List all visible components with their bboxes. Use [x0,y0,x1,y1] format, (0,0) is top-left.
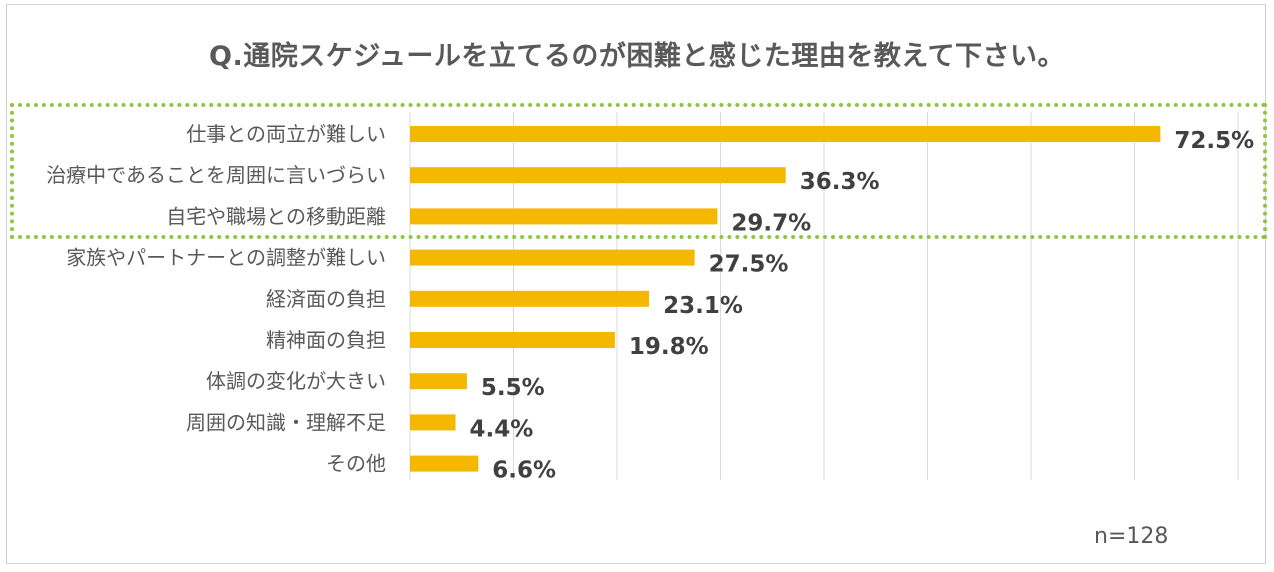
value-label: 19.8% [629,334,709,360]
value-label: 29.7% [731,210,811,236]
value-label: 72.5% [1174,128,1254,154]
bar [410,290,650,307]
bar [410,167,786,184]
value-label: 4.4% [470,416,534,442]
value-label: 6.6% [492,458,556,484]
chart-title: Q.通院スケジュールを立てるのが困難と感じた理由を教えて下さい。 [209,41,1065,72]
value-label: 36.3% [800,169,880,195]
value-label: 5.5% [481,375,545,401]
bar [410,414,456,431]
bar [410,373,467,390]
bar [410,249,695,266]
bar [410,455,479,472]
category-label: 体調の変化が大きい [206,369,386,393]
category-label: 自宅や職場との移動距離 [166,204,386,228]
bar [410,332,615,348]
chart-frame [6,4,1266,564]
bar [410,126,1161,142]
bar [410,208,718,225]
highlight-box [10,103,1267,239]
category-label: その他 [326,452,386,476]
category-label: 仕事との両立が難しい [186,122,386,146]
value-label: 23.1% [663,293,743,319]
category-label: 治療中であることを周囲に言いづらい [46,163,386,187]
category-label: 経済面の負担 [266,287,386,311]
category-label: 周囲の知識・理解不足 [186,410,386,434]
category-label: 家族やパートナーとの調整が難しい [66,246,386,270]
sample-size-note: n=128 [1094,524,1169,549]
value-label: 27.5% [709,252,789,278]
category-label: 精神面の負担 [266,328,386,352]
